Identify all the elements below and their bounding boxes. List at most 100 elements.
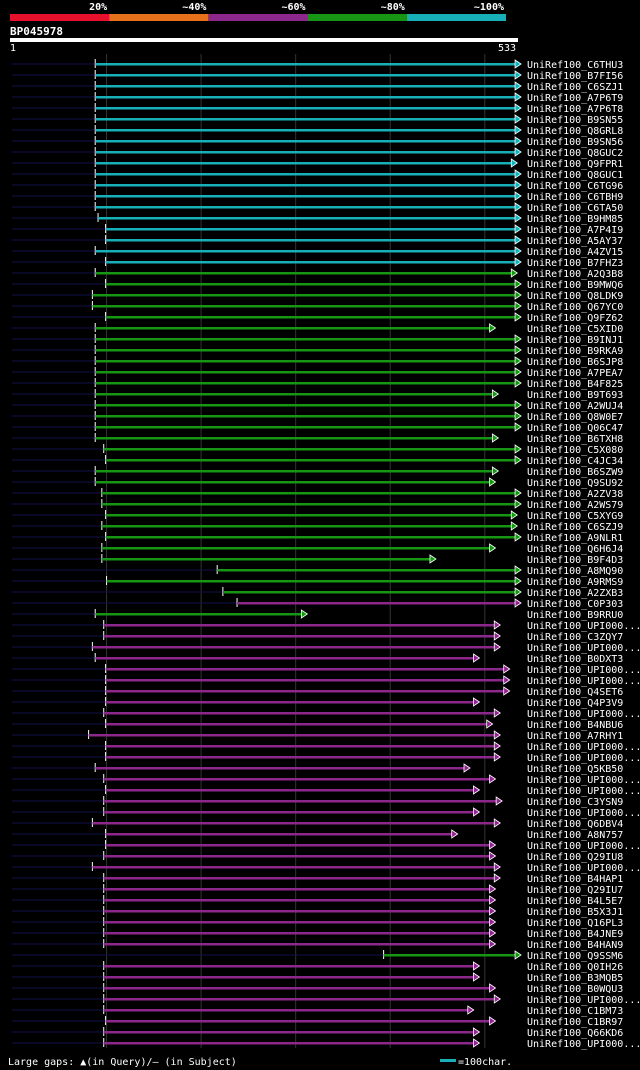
hit-label[interactable]: UniRef100_A4ZV15 [527, 247, 623, 258]
alignment-row[interactable]: UniRef100_C5X080 [12, 444, 623, 456]
hit-label[interactable]: UniRef100_C6THU3 [527, 60, 623, 71]
hit-label[interactable]: UniRef100_A2ZV38 [527, 489, 623, 500]
hit-label[interactable]: UniRef100_A7P6T9 [527, 93, 623, 104]
alignment-row[interactable]: UniRef100_A2WUJ4 [12, 400, 623, 412]
hit-label[interactable]: UniRef100_B9RRU0 [527, 610, 623, 621]
alignment-row[interactable]: UniRef100_A7P6T8 [12, 103, 623, 115]
alignment-row[interactable]: UniRef100_UPI000... [12, 994, 640, 1006]
alignment-row[interactable]: UniRef100_Q4SET6 [12, 686, 623, 698]
hit-label[interactable]: UniRef100_Q8LDK9 [527, 291, 623, 302]
alignment-row[interactable]: UniRef100_B4HAP1 [12, 873, 623, 885]
hit-label[interactable]: UniRef100_Q9SU92 [527, 478, 623, 489]
hit-label[interactable]: UniRef100_B9F4D3 [527, 555, 623, 566]
hit-label[interactable]: UniRef100_A9NLR1 [527, 533, 623, 544]
hit-label[interactable]: UniRef100_Q6H6J4 [527, 544, 623, 555]
hit-label[interactable]: UniRef100_A5AY37 [527, 236, 623, 247]
alignment-row[interactable]: UniRef100_UPI000... [12, 620, 640, 632]
alignment-row[interactable]: UniRef100_A9NLR1 [12, 532, 623, 544]
alignment-row[interactable]: UniRef100_B9INJ1 [12, 334, 623, 346]
hit-label[interactable]: UniRef100_Q9FZ62 [527, 313, 623, 324]
alignment-row[interactable]: UniRef100_A7PEA7 [12, 367, 623, 379]
alignment-row[interactable]: UniRef100_Q8W0E7 [12, 411, 623, 423]
alignment-row[interactable]: UniRef100_C5XYG9 [12, 510, 623, 522]
alignment-row[interactable]: UniRef100_Q8GRL8 [12, 125, 623, 137]
hit-label[interactable]: UniRef100_B9SN55 [527, 115, 623, 126]
hit-label[interactable]: UniRef100_Q9FPR1 [527, 159, 623, 170]
alignment-row[interactable]: UniRef100_B9HM85 [12, 213, 623, 225]
hit-label[interactable]: UniRef100_A2WUJ4 [527, 401, 623, 412]
alignment-row[interactable]: UniRef100_Q9SU92 [12, 477, 623, 489]
hit-label[interactable]: UniRef100_A8N757 [527, 830, 623, 841]
alignment-row[interactable]: UniRef100_UPI000... [12, 862, 640, 874]
alignment-row[interactable]: UniRef100_UPI000... [12, 708, 640, 720]
alignment-row[interactable]: UniRef100_A2WS79 [12, 499, 623, 511]
alignment-row[interactable]: UniRef100_A7P4I9 [12, 224, 623, 236]
hit-label[interactable]: UniRef100_Q8GRL8 [527, 126, 623, 137]
alignment-row[interactable]: UniRef100_Q6DBV4 [12, 818, 623, 830]
alignment-row[interactable]: UniRef100_Q5KB50 [12, 763, 623, 775]
alignment-row[interactable]: UniRef100_UPI000... [12, 1038, 640, 1050]
hit-label[interactable]: UniRef100_Q6DBV4 [527, 819, 623, 830]
alignment-row[interactable]: UniRef100_A8N757 [12, 829, 623, 841]
hit-label[interactable]: UniRef100_C5XYG9 [527, 511, 623, 522]
hit-label[interactable]: UniRef100_Q06C47 [527, 423, 623, 434]
hit-label[interactable]: UniRef100_A7RHY1 [527, 731, 623, 742]
alignment-row[interactable]: UniRef100_Q06C47 [12, 422, 623, 434]
hit-label[interactable]: UniRef100_Q29IU8 [527, 852, 623, 863]
alignment-row[interactable]: UniRef100_B3MQB5 [12, 972, 623, 984]
alignment-row[interactable]: UniRef100_Q29IU8 [12, 851, 623, 863]
hit-label[interactable]: UniRef100_B9INJ1 [527, 335, 623, 346]
alignment-row[interactable]: UniRef100_B4HAN9 [12, 939, 623, 951]
alignment-row[interactable]: UniRef100_B9T693 [12, 389, 623, 401]
hit-label[interactable]: UniRef100_B4HAP1 [527, 874, 623, 885]
hit-label[interactable]: UniRef100_Q4P3V9 [527, 698, 623, 709]
hit-label[interactable]: UniRef100_UPI000... [527, 995, 640, 1006]
hit-label[interactable]: UniRef100_UPI000... [527, 808, 640, 819]
alignment-row[interactable]: UniRef100_B4F825 [12, 378, 623, 390]
alignment-row[interactable]: UniRef100_UPI000... [12, 675, 640, 687]
hit-label[interactable]: UniRef100_UPI000... [527, 775, 640, 786]
hit-label[interactable]: UniRef100_Q5KB50 [527, 764, 623, 775]
alignment-row[interactable]: UniRef100_UPI000... [12, 664, 640, 676]
alignment-row[interactable]: UniRef100_A9RMS9 [12, 576, 623, 588]
alignment-row[interactable]: UniRef100_A2Q3B8 [12, 268, 623, 280]
alignment-row[interactable]: UniRef100_C5XID0 [12, 323, 623, 335]
hit-label[interactable]: UniRef100_A9RMS9 [527, 577, 623, 588]
hit-label[interactable]: UniRef100_B9RKA9 [527, 346, 623, 357]
alignment-row[interactable]: UniRef100_A7P6T9 [12, 92, 623, 104]
alignment-row[interactable]: UniRef100_C4JC34 [12, 455, 623, 467]
hit-label[interactable]: UniRef100_A7P6T8 [527, 104, 623, 115]
alignment-row[interactable]: UniRef100_UPI000... [12, 807, 640, 819]
alignment-row[interactable]: UniRef100_B0DXT3 [12, 653, 623, 665]
hit-label[interactable]: UniRef100_Q16PL3 [527, 918, 623, 929]
alignment-row[interactable]: UniRef100_C6TG96 [12, 180, 623, 192]
hit-label[interactable]: UniRef100_C3YSN9 [527, 797, 623, 808]
hit-label[interactable]: UniRef100_B0WQU3 [527, 984, 623, 995]
hit-label[interactable]: UniRef100_Q8GUC2 [527, 148, 623, 159]
hit-label[interactable]: UniRef100_B3MQB5 [527, 973, 623, 984]
alignment-row[interactable]: UniRef100_A4ZV15 [12, 246, 623, 258]
alignment-row[interactable]: UniRef100_B6SZW9 [12, 466, 623, 478]
alignment-row[interactable]: UniRef100_C3ZQY7 [12, 631, 623, 643]
alignment-row[interactable]: UniRef100_Q9FZ62 [12, 312, 623, 324]
hit-label[interactable]: UniRef100_Q66KD6 [527, 1028, 623, 1039]
alignment-row[interactable]: UniRef100_B9SN56 [12, 136, 623, 148]
hit-label[interactable]: UniRef100_B9HM85 [527, 214, 623, 225]
hit-label[interactable]: UniRef100_B9MWQ6 [527, 280, 623, 291]
alignment-row[interactable]: UniRef100_B6TXH8 [12, 433, 623, 445]
hit-label[interactable]: UniRef100_C5X080 [527, 445, 623, 456]
alignment-row[interactable]: UniRef100_A2ZV38 [12, 488, 623, 500]
alignment-row[interactable]: UniRef100_B4NBU6 [12, 719, 623, 731]
alignment-row[interactable]: UniRef100_B7FHZ3 [12, 257, 623, 269]
alignment-row[interactable]: UniRef100_B9F4D3 [12, 554, 623, 566]
hit-label[interactable]: UniRef100_A2ZXB3 [527, 588, 623, 599]
hit-label[interactable]: UniRef100_B7FI56 [527, 71, 623, 82]
hit-label[interactable]: UniRef100_UPI000... [527, 1039, 640, 1050]
hit-label[interactable]: UniRef100_Q29IU7 [527, 885, 623, 896]
hit-label[interactable]: UniRef100_A2Q3B8 [527, 269, 623, 280]
hit-label[interactable]: UniRef100_C6TBH9 [527, 192, 623, 203]
hit-label[interactable]: UniRef100_UPI000... [527, 621, 640, 632]
alignment-row[interactable]: UniRef100_B5X3J1 [12, 906, 623, 918]
alignment-row[interactable]: UniRef100_Q16PL3 [12, 917, 623, 929]
alignment-row[interactable]: UniRef100_C6TBH9 [12, 191, 623, 203]
